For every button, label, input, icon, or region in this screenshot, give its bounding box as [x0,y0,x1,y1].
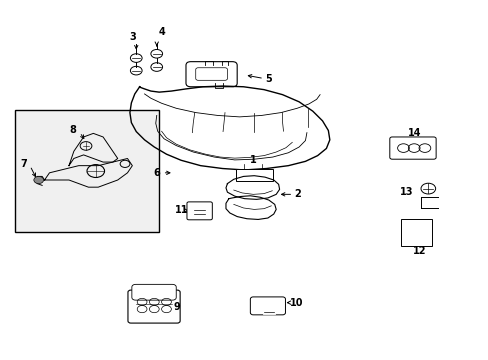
Text: 7: 7 [20,159,27,169]
Text: 8: 8 [69,125,76,135]
Bar [15,110,159,232]
Text: 14: 14 [407,129,420,138]
FancyBboxPatch shape [250,297,285,315]
Text: 5: 5 [265,73,272,84]
FancyBboxPatch shape [186,202,212,220]
Bar [400,220,431,246]
FancyBboxPatch shape [195,68,227,80]
Text: 2: 2 [293,189,300,199]
Text: 1: 1 [249,155,256,165]
Text: 13: 13 [399,187,412,197]
FancyBboxPatch shape [185,62,237,87]
Text: 12: 12 [412,246,426,256]
Text: 11: 11 [175,206,188,216]
Text: 9: 9 [173,302,180,312]
Text: 10: 10 [290,298,303,308]
Bar [236,169,272,181]
Text: 6: 6 [153,168,160,178]
FancyBboxPatch shape [132,284,176,300]
FancyBboxPatch shape [128,290,180,323]
Text: 4: 4 [158,27,164,37]
Circle shape [34,176,43,184]
FancyBboxPatch shape [389,137,435,159]
Text: 3: 3 [129,32,136,41]
